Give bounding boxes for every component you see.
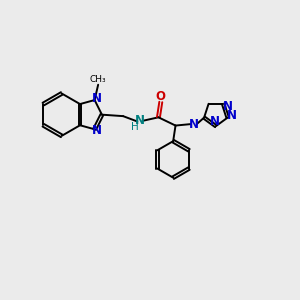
Text: H: H bbox=[131, 122, 139, 132]
Text: N: N bbox=[135, 114, 145, 127]
Text: N: N bbox=[210, 115, 220, 128]
Text: N: N bbox=[223, 100, 233, 112]
Text: N: N bbox=[189, 118, 200, 130]
Text: N: N bbox=[92, 124, 102, 137]
Text: N: N bbox=[227, 109, 237, 122]
Text: O: O bbox=[156, 90, 166, 103]
Text: CH₃: CH₃ bbox=[90, 75, 106, 84]
Text: N: N bbox=[92, 92, 102, 105]
